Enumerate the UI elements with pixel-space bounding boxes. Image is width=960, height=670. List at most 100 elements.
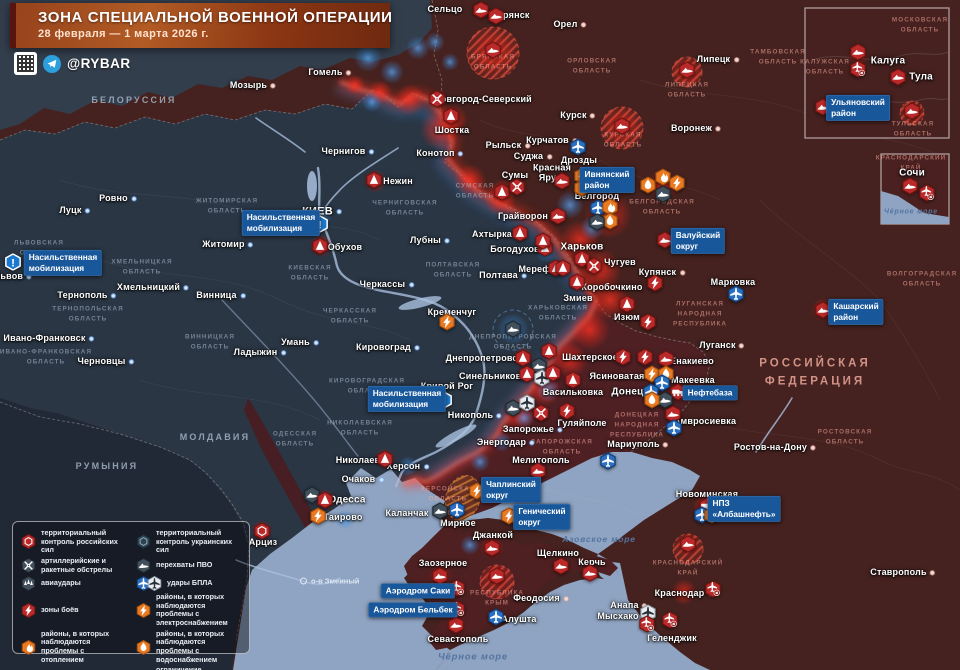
- city-label: Конотоп: [416, 148, 464, 158]
- marker-plane-icon: [570, 138, 587, 156]
- city-label: Кременчуг: [427, 306, 477, 317]
- city-label: Керчь: [578, 556, 606, 567]
- marker-missile-icon: [658, 350, 675, 368]
- marker-cannons-icon: [586, 257, 603, 275]
- city-label: Джанкой: [472, 529, 514, 540]
- marker-plane-icon: [449, 501, 466, 519]
- city-label: Воронеж: [671, 123, 722, 133]
- marker-missile-icon: [485, 41, 502, 59]
- city-label: Арциз: [248, 536, 278, 547]
- marker-bomb-icon: [535, 232, 552, 250]
- sea-label: Азовское море: [562, 534, 636, 544]
- city-label: Заозерное: [418, 557, 468, 568]
- city-label: Таирово: [323, 511, 363, 522]
- region-label: КУРСКАЯ ОБЛАСТЬ: [603, 131, 643, 148]
- city-dot: [88, 335, 95, 342]
- city-label: Харьков: [560, 241, 604, 253]
- country-label: РУМЫНИЯ: [75, 460, 139, 471]
- city-dot: [546, 153, 553, 160]
- marker-bomb-icon: [366, 171, 383, 189]
- region-label: ОДЕССКАЯ ОБЛАСТЬ: [272, 430, 318, 447]
- region-label: ЗАПОРОЖСКАЯ ОБЛАСТЬ: [531, 438, 593, 455]
- legend-icon: [136, 602, 151, 618]
- legend-item-label: авиаудары: [41, 578, 81, 588]
- legend-item-label: ограничение железнодорожного сообщения: [156, 665, 202, 670]
- legend-item-label: территориальный контроль украинских сил: [156, 528, 233, 555]
- legend-item-label: удары БПЛА: [167, 578, 213, 588]
- legend-item: территориальный контроль украинских сил: [136, 528, 241, 555]
- marker-missile-icon: [550, 207, 567, 225]
- region-label: ХМЕЛЬНИЦКАЯ ОБЛАСТЬ: [111, 258, 173, 275]
- callout-label: Кашарский район: [828, 298, 884, 326]
- city-dot: [378, 476, 385, 483]
- city-dot: [239, 292, 246, 299]
- city-label: Амвросиевка: [673, 415, 737, 426]
- map-date: 28 февраля — 1 марта 2026 г.: [38, 28, 209, 40]
- city-label: Одесса: [328, 494, 366, 506]
- city-label: Очаков: [342, 474, 385, 484]
- city-label: Феодосия: [513, 593, 569, 603]
- city-label: Мирное: [440, 517, 476, 528]
- marker-bolt-icon: [669, 174, 686, 192]
- callout-label: Насильственная мобилизация: [241, 209, 321, 237]
- city-dot: [423, 463, 430, 470]
- callout-label: Нефтебаза: [682, 385, 738, 401]
- marker-missile-icon: [488, 7, 505, 25]
- legend-icon: [136, 639, 151, 655]
- city-label: Нежин: [383, 175, 413, 186]
- sea-label: Чёрное море: [884, 208, 938, 216]
- country-label: БЕЛОРУССИЯ: [91, 94, 177, 105]
- city-dot: [589, 112, 596, 119]
- region-label: ХАРЬКОВСКАЯ ОБЛАСТЬ: [527, 304, 589, 321]
- city-dot: [26, 273, 33, 280]
- region-label: КРАСНОДАРСКИЙ КРАЙ: [652, 559, 724, 576]
- city-label: Сельцо: [427, 3, 463, 14]
- region-label: ДОНЕЦКАЯ НАРОДНАЯ РЕСПУБЛИКА: [609, 411, 665, 438]
- marker-cannons-icon: [429, 90, 446, 108]
- telegram-handle[interactable]: @RYBAR: [67, 56, 131, 71]
- region-label: ЧЕРКАССКАЯ ОБЛАСТЬ: [322, 307, 378, 324]
- legend-item: территориальный контроль российских сил: [21, 528, 126, 555]
- marker-missile-icon: [679, 61, 696, 79]
- city-dot: [810, 444, 817, 451]
- city-label: Чугуев: [604, 256, 636, 267]
- city-label: Севастополь: [427, 633, 489, 644]
- marker-bomb-icon: [443, 107, 460, 125]
- marker-flame-icon: [655, 168, 672, 186]
- map-legend: территориальный контроль российских сил а…: [12, 521, 250, 670]
- city-dot: [413, 344, 420, 351]
- city-label: Запорожье: [503, 424, 564, 434]
- marker-exclam-icon: !: [5, 253, 22, 271]
- marker-kovyor-icon: [850, 60, 867, 78]
- city-label: Коробочкино: [581, 281, 643, 292]
- city-dot: [110, 292, 117, 299]
- city-label: Лубны: [410, 235, 451, 245]
- map-title: ЗОНА СПЕЦИАЛЬНОЙ ВОЕННОЙ ОПЕРАЦИИ: [38, 9, 393, 26]
- marker-bomb-icon: [494, 183, 511, 201]
- city-label: Ростов-на-Дону: [734, 442, 817, 452]
- marker-missile-icon: [614, 117, 631, 135]
- city-dot: [529, 439, 536, 446]
- legend-item: введение плана «Ковёр» в аэропорту: [21, 666, 126, 670]
- city-label: Луцк: [59, 205, 91, 215]
- marker-kovyor-icon: [705, 580, 722, 598]
- city-dot: [562, 595, 569, 602]
- marker-flame-icon: [602, 198, 619, 216]
- marker-bomb-icon: [545, 364, 562, 382]
- sea-label: Чёрное море: [438, 651, 508, 663]
- rybar-badge: @RYBAR: [14, 52, 131, 75]
- city-dot: [247, 241, 254, 248]
- city-label: Калуга: [870, 55, 906, 67]
- region-label: ЛИПЕЦКАЯ ОБЛАСТЬ: [665, 81, 709, 98]
- city-dot: [679, 269, 686, 276]
- region-label: ЛУГАНСКАЯ НАРОДНАЯ РЕСПУБЛИКА: [672, 300, 728, 327]
- legend-icon: [21, 602, 36, 618]
- city-label: Каланчак: [385, 507, 429, 518]
- marker-missile-icon: [505, 320, 522, 338]
- city-dot: [524, 142, 531, 149]
- marker-kovyor-icon: [662, 611, 679, 629]
- region-label: КИЕВСКАЯ ОБЛАСТЬ: [288, 264, 332, 281]
- marker-drop-icon: [644, 391, 661, 409]
- city-dot: [457, 150, 464, 157]
